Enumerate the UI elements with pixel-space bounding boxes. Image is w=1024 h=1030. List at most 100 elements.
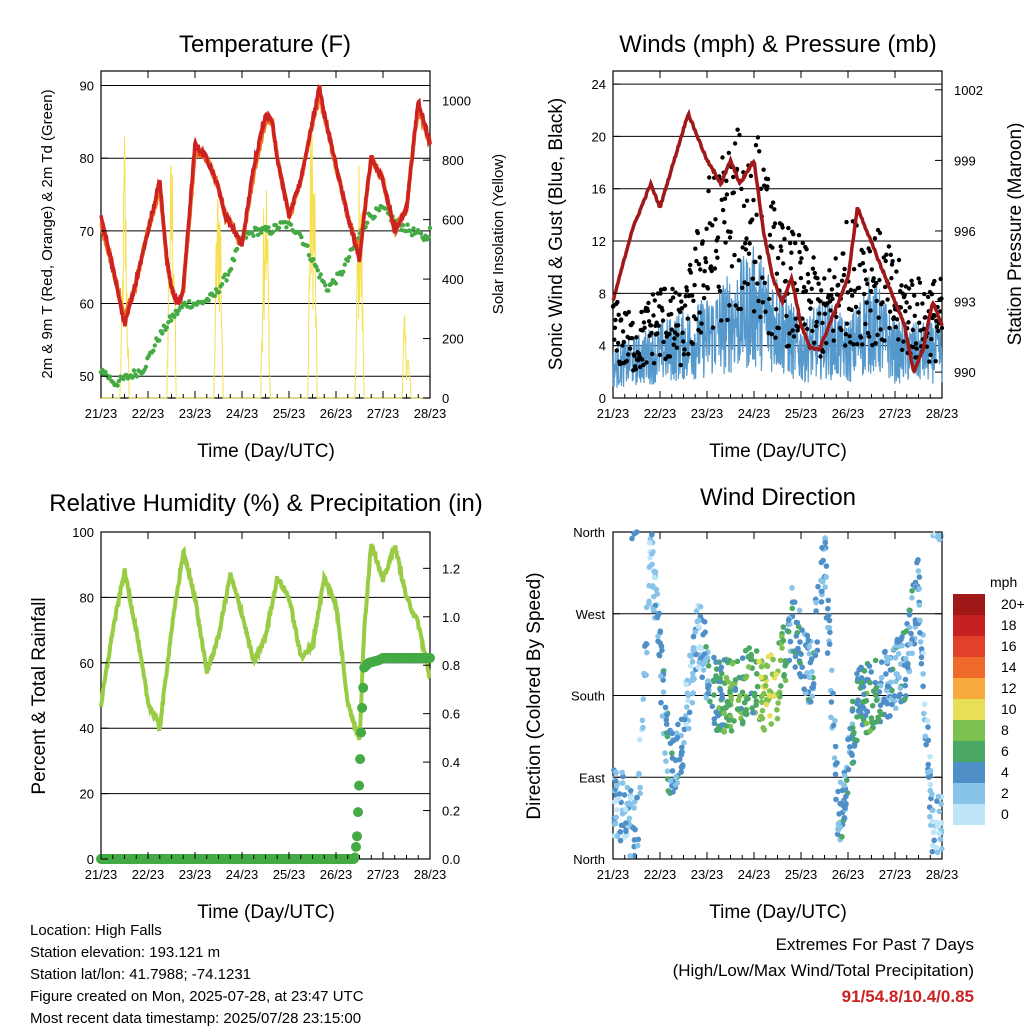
direction-point — [762, 674, 769, 681]
colorbar-swatch — [953, 720, 985, 741]
gust-point — [906, 286, 912, 291]
y-tick-label: North — [573, 525, 605, 540]
gust-point — [708, 264, 714, 269]
gust-point — [875, 332, 880, 338]
gust-point — [836, 282, 841, 288]
gust-point — [885, 297, 890, 302]
direction-point — [669, 768, 676, 774]
direction-point — [845, 736, 851, 743]
gust-point — [660, 308, 665, 313]
direction-point — [703, 695, 710, 701]
direction-point — [660, 689, 667, 695]
gust-point — [756, 298, 761, 304]
direction-point — [613, 770, 619, 776]
colorbar-swatch — [953, 657, 985, 678]
gust-point — [795, 328, 800, 333]
gust-point — [929, 292, 935, 297]
direction-point — [904, 660, 911, 667]
y2-tick-label: 1000 — [442, 94, 471, 109]
direction-point — [719, 695, 726, 701]
colorbar-swatch — [953, 804, 985, 825]
direction-point — [758, 663, 765, 670]
direction-point — [729, 660, 736, 667]
direction-point — [649, 531, 655, 538]
winds-ylabel-left: Sonic Wind & Gust (Blue, Black) — [546, 98, 567, 370]
gust-point — [722, 196, 728, 201]
direction-point — [634, 794, 640, 801]
direction-point — [909, 588, 915, 594]
gust-point — [820, 320, 825, 326]
direction-point — [921, 701, 928, 708]
direction-point — [827, 629, 833, 636]
gust-point — [791, 232, 796, 237]
direction-point — [854, 700, 860, 707]
y2-tick-label: 996 — [954, 224, 976, 239]
direction-point — [631, 530, 638, 537]
direction-point — [810, 684, 816, 690]
direction-point — [637, 736, 643, 743]
gust-point — [852, 288, 857, 293]
direction-point — [909, 595, 915, 601]
gust-point — [757, 255, 762, 260]
gust-point — [620, 343, 625, 348]
colorbar-label: 2 — [1001, 785, 1009, 801]
direction-point — [651, 574, 658, 581]
x-tick-label: 22/23 — [644, 406, 677, 421]
gust-point — [655, 331, 660, 336]
direction-point — [805, 637, 812, 643]
gust-point — [740, 245, 745, 250]
direction-point — [618, 822, 625, 829]
precip-point — [357, 702, 368, 713]
gust-point — [701, 295, 707, 301]
direction-point — [700, 667, 707, 673]
direction-point — [624, 784, 631, 791]
direction-point — [869, 702, 876, 709]
direction-point — [823, 574, 829, 580]
direction-point — [655, 633, 661, 640]
direction-point — [719, 722, 725, 728]
direction-point — [773, 671, 779, 678]
direction-point — [666, 729, 673, 735]
gust-point — [804, 247, 809, 252]
gust-point — [684, 288, 690, 293]
gust-point — [712, 266, 718, 271]
gust-point — [641, 320, 647, 325]
gust-point — [867, 249, 873, 254]
gust-point — [720, 207, 726, 213]
dewpoint-point — [115, 383, 120, 388]
direction-xlabel: Time (Day/UTC) — [709, 902, 847, 923]
direction-point — [663, 758, 669, 764]
gust-point — [626, 309, 631, 315]
direction-point — [897, 691, 903, 698]
gust-point — [863, 321, 868, 327]
gust-point — [744, 236, 749, 241]
direction-point — [877, 702, 884, 709]
dewpoint-point — [251, 233, 256, 238]
direction-point — [780, 624, 787, 630]
direction-point — [793, 647, 800, 653]
direction-point — [659, 647, 665, 654]
direction-point — [662, 750, 668, 756]
gust-point — [847, 334, 852, 339]
gust-point — [744, 198, 750, 203]
direction-point — [731, 718, 737, 724]
temperature-title: Temperature (F) — [179, 31, 351, 58]
gust-point — [636, 357, 641, 363]
direction-point — [657, 673, 664, 679]
x-tick-label: 27/23 — [879, 867, 912, 882]
gust-point — [669, 311, 674, 317]
direction-point — [899, 634, 905, 640]
direction-point — [751, 690, 758, 697]
y-tick-label: 80 — [80, 590, 94, 605]
dewpoint-point — [151, 348, 156, 353]
gust-point — [822, 311, 828, 316]
dewpoint-point — [134, 374, 140, 379]
direction-point — [809, 669, 815, 675]
direction-point — [889, 687, 895, 694]
direction-point — [834, 831, 841, 838]
y2-tick-label: 400 — [442, 272, 464, 287]
gust-point — [913, 341, 919, 346]
direction-ylabel-left: Direction (Colored By Speed) — [524, 572, 545, 819]
gust-point — [755, 281, 760, 286]
dewpoint-point — [234, 246, 240, 252]
